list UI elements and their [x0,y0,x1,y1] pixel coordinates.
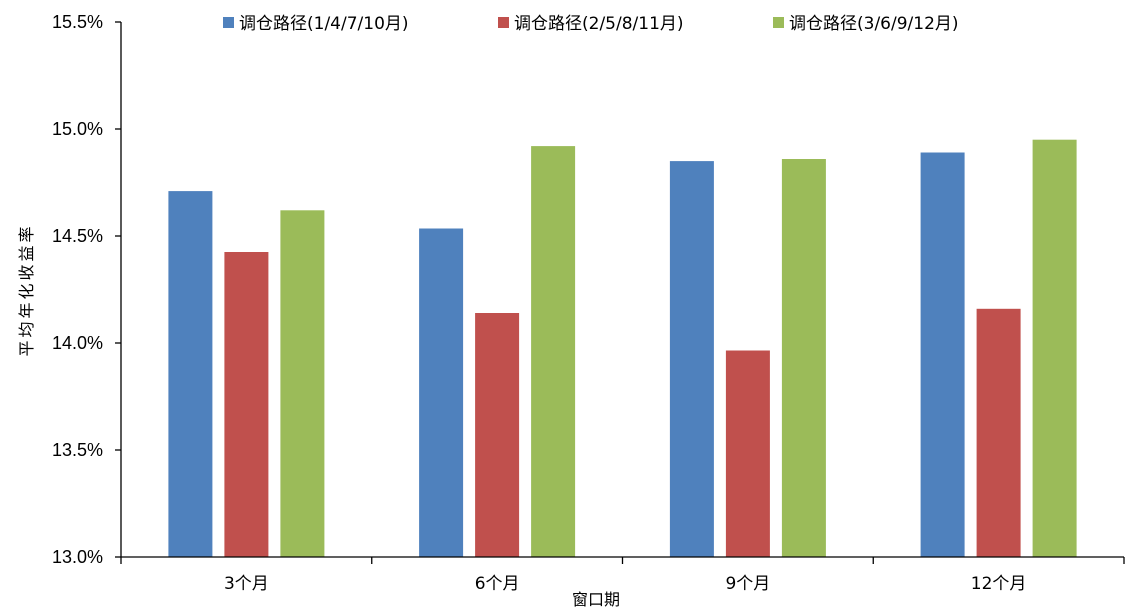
x-axis-title: 窗口期 [572,590,620,609]
bar-series-2-2 [475,313,520,557]
bar-series-2-4 [976,308,1021,557]
bar-series-2-3 [725,350,770,557]
x-tick-labels: 3个月 6个月 9个月 12个月 [224,574,1026,594]
legend-label-1: 调仓路径(1/4/7/10月) [239,14,409,34]
y-tick-label: 15.5% [52,12,103,32]
legend: 调仓路径(1/4/7/10月) 调仓路径(2/5/8/11月) 调仓路径(3/6/9… [223,14,959,34]
y-tick-label: 14.5% [52,226,103,246]
bar-series-3-2 [531,146,576,557]
legend-swatch-2 [498,17,509,28]
y-axis-title: 平均年化收益率 [17,223,36,356]
bars-group [168,139,1077,558]
y-tick-label: 14.0% [52,333,103,353]
legend-label-3: 调仓路径(3/6/9/12月) [789,14,959,34]
bar-series-1-1 [168,191,213,557]
bar-series-3-3 [781,159,826,557]
axes-group [115,21,1125,564]
bar-series-3-1 [280,210,325,558]
x-tick-label: 9个月 [725,574,770,594]
bar-series-1-4 [920,152,965,557]
y-tick-label: 13.5% [52,440,103,460]
legend-swatch-1 [223,17,234,28]
x-tick-label: 3个月 [224,574,269,594]
y-tick-label: 15.0% [52,119,103,139]
legend-label-2: 调仓路径(2/5/8/11月) [514,14,684,34]
bar-series-1-2 [419,228,464,557]
legend-swatch-3 [773,17,784,28]
x-tick-label: 12个月 [971,574,1027,594]
x-tick-label: 6个月 [475,574,520,594]
bar-series-3-4 [1032,139,1077,557]
y-tick-labels: 13.0% 13.5% 14.0% 14.5% 15.0% 15.5% [52,12,103,567]
bar-series-1-3 [669,161,714,557]
bar-series-2-1 [224,252,269,557]
y-tick-label: 13.0% [52,547,103,567]
